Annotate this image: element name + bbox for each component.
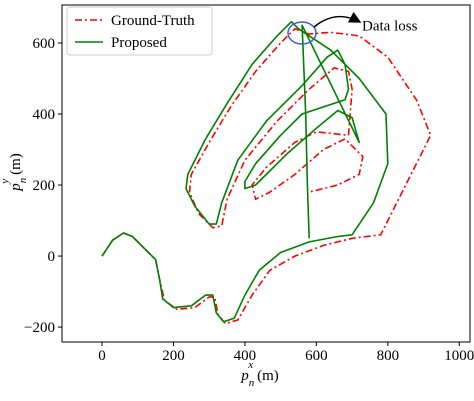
x-label-sup: x [247, 359, 253, 371]
plot-frame [61, 4, 471, 343]
x-tick-label: 0 [98, 348, 106, 364]
data-loss-circle [287, 21, 317, 45]
trajectory-line [101, 28, 432, 325]
x-axis-label: pnx (m) [240, 359, 279, 389]
data-loss-arrow [313, 11, 362, 28]
y-tick-label: 200 [33, 178, 56, 194]
y-label-base: p [8, 183, 24, 192]
y-tick-label: 400 [33, 107, 56, 123]
x-label-unit: (m) [257, 368, 279, 384]
x-tick-label: 1000 [444, 348, 474, 364]
trajectory-line [101, 20, 389, 323]
x-label-sub: n [249, 377, 255, 389]
y-label-sup: y [0, 179, 11, 185]
legend-label: Proposed [111, 35, 167, 51]
annotation: Data loss [362, 18, 418, 34]
x-tick-label: 800 [377, 348, 400, 364]
y-label-unit: (m) [8, 153, 24, 175]
y-tick-label: 600 [33, 36, 56, 52]
legend: Ground-Truth Proposed [66, 6, 213, 56]
x-tick-label: 600 [305, 348, 328, 364]
x-label-base: p [240, 368, 249, 384]
y-tick-label: −200 [24, 320, 55, 336]
x-tick-label: 400 [234, 348, 257, 364]
y-axis-label: pny (m) [0, 153, 29, 192]
x-tick-label: 200 [162, 348, 185, 364]
legend-label: Ground-Truth [111, 13, 195, 29]
legend-box [66, 6, 213, 56]
y-tick-label: 0 [48, 249, 56, 265]
y-label-sub: n [17, 177, 29, 183]
